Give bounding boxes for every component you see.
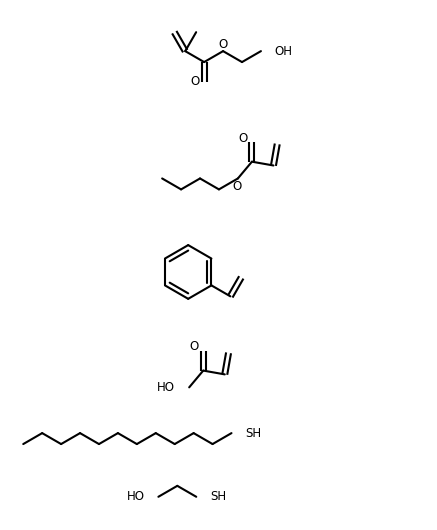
- Text: HO: HO: [126, 490, 145, 503]
- Text: O: O: [218, 38, 228, 51]
- Text: OH: OH: [275, 45, 293, 58]
- Text: O: O: [238, 131, 248, 145]
- Text: SH: SH: [246, 427, 261, 439]
- Text: O: O: [191, 75, 200, 89]
- Text: O: O: [190, 340, 199, 354]
- Text: SH: SH: [210, 490, 226, 503]
- Text: HO: HO: [157, 381, 175, 394]
- Text: O: O: [232, 180, 242, 193]
